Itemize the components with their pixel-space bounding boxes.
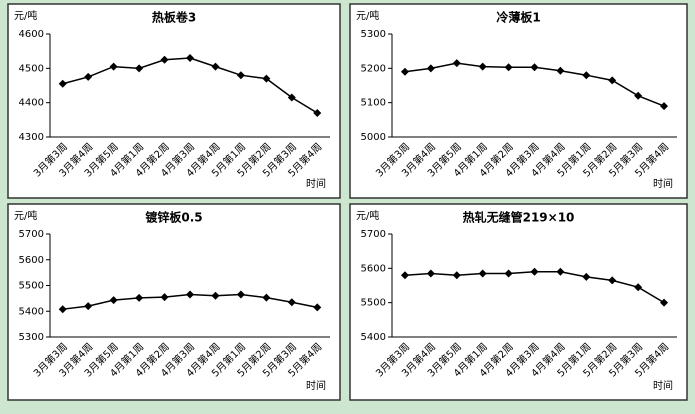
- panel: [7, 3, 341, 199]
- panel: [7, 203, 341, 401]
- marker: [135, 293, 144, 302]
- y-tick-label: 4500: [19, 63, 44, 74]
- y-axis-label: 元/吨: [14, 9, 37, 22]
- x-axis-label: 时间: [306, 379, 326, 392]
- marker: [582, 272, 591, 281]
- marker: [262, 74, 271, 83]
- marker: [556, 66, 565, 75]
- marker: [109, 62, 118, 71]
- marker: [452, 271, 461, 280]
- y-tick-label: 5100: [361, 98, 386, 109]
- chart-title: 镀锌板0.5: [145, 210, 202, 225]
- y-axis-label: 元/吨: [356, 209, 379, 222]
- y-tick-label: 5700: [361, 229, 386, 240]
- marker: [634, 91, 643, 100]
- chart-title: 热板卷3: [152, 10, 196, 25]
- y-tick-label: 5300: [19, 332, 44, 343]
- marker: [504, 63, 513, 72]
- marker: [236, 71, 245, 80]
- y-tick-label: 4400: [19, 98, 44, 109]
- y-tick-label: 5000: [361, 132, 386, 143]
- marker: [426, 64, 435, 73]
- y-tick-label: 5600: [19, 255, 44, 266]
- marker: [160, 293, 169, 302]
- marker: [58, 305, 67, 314]
- marker: [608, 76, 617, 85]
- marker: [58, 79, 67, 88]
- marker: [262, 293, 271, 302]
- y-axis-label: 元/吨: [356, 9, 379, 22]
- y-tick-label: 5300: [361, 29, 386, 40]
- marker: [530, 267, 539, 276]
- marker: [313, 303, 322, 312]
- marker: [426, 269, 435, 278]
- marker: [186, 290, 194, 299]
- x-axis-label: 时间: [653, 177, 673, 190]
- chart-title: 冷薄板1: [496, 10, 540, 25]
- panel: [349, 203, 688, 401]
- y-tick-label: 4600: [19, 29, 44, 40]
- marker: [452, 59, 461, 68]
- marker: [400, 271, 409, 280]
- marker: [478, 62, 487, 71]
- y-axis-label: 元/吨: [14, 209, 37, 222]
- marker: [160, 55, 169, 64]
- marker: [313, 108, 322, 117]
- y-tick-label: 5400: [19, 306, 44, 317]
- marker: [634, 283, 643, 292]
- marker: [287, 93, 296, 102]
- y-tick-label: 5500: [19, 281, 44, 292]
- marker: [211, 62, 220, 71]
- x-axis-label: 时间: [653, 379, 673, 392]
- y-tick-label: 5200: [361, 63, 386, 74]
- marker: [478, 269, 487, 278]
- marker: [211, 291, 220, 300]
- marker: [608, 276, 617, 285]
- chart-title: 热轧无缝管219×10: [463, 210, 575, 225]
- marker: [530, 63, 539, 72]
- y-tick-label: 4300: [19, 132, 44, 143]
- y-tick-label: 5500: [361, 298, 386, 309]
- y-tick-label: 5700: [19, 229, 44, 240]
- marker: [660, 298, 669, 307]
- marker: [236, 290, 245, 299]
- marker: [109, 296, 118, 305]
- marker: [186, 54, 194, 63]
- marker: [400, 67, 409, 76]
- marker: [84, 302, 93, 311]
- marker: [556, 267, 565, 276]
- marker: [135, 64, 144, 73]
- y-tick-label: 5400: [361, 332, 386, 343]
- y-tick-label: 5600: [361, 263, 386, 274]
- marker: [84, 72, 93, 81]
- marker: [504, 269, 513, 278]
- panel: [349, 3, 688, 199]
- marker: [660, 102, 669, 111]
- marker: [582, 71, 591, 80]
- marker: [287, 298, 296, 307]
- x-axis-label: 时间: [306, 177, 326, 190]
